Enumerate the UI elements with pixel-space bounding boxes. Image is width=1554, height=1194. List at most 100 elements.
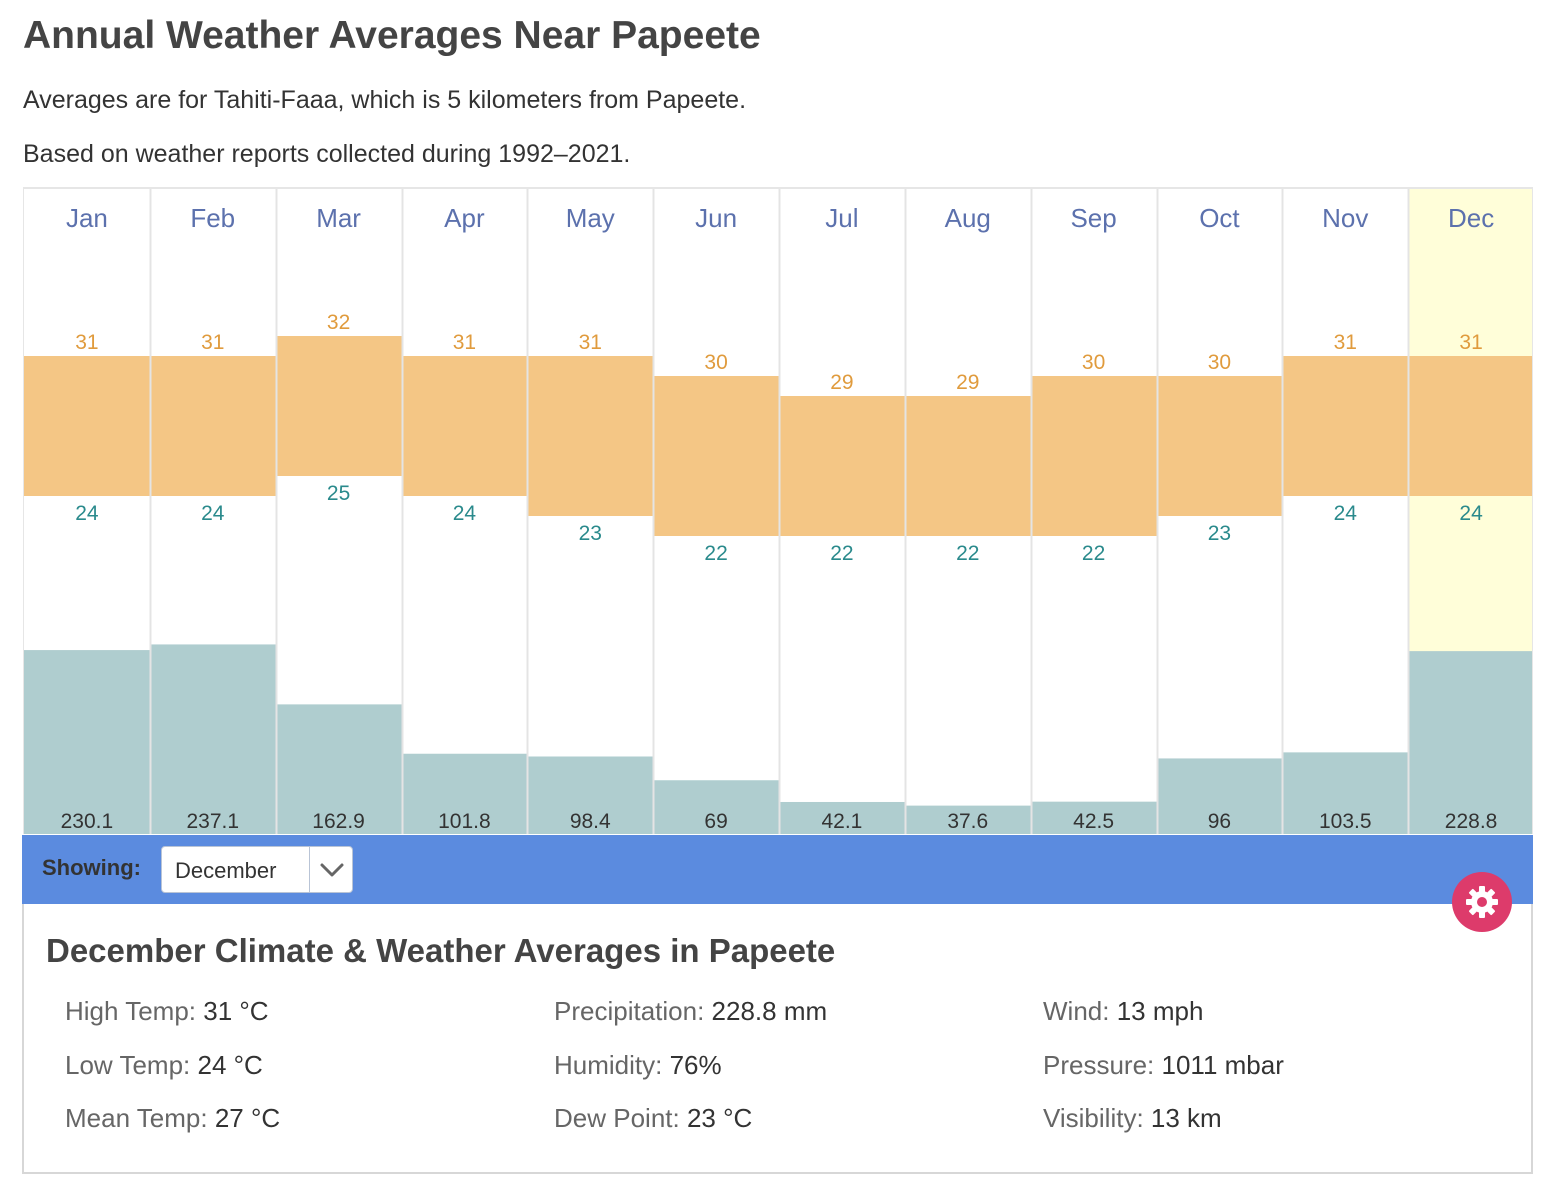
month-label-mar: Mar [316,203,361,233]
precip-value-apr: 101.8 [438,810,491,833]
low-temp-label-may: 23 [579,522,602,545]
mean-temp-value: 27 °C [214,1103,281,1133]
low-temp-label-apr: 24 [453,502,477,525]
gear-icon [1466,886,1498,918]
low-temp-label-jul: 22 [830,542,853,565]
temp-range-bar-may [527,356,654,516]
high-temp-label-apr: 31 [453,331,476,354]
high-temp-label-mar: 32 [327,311,350,334]
dew-point-stat: Dew Point: 23 °C [554,1103,752,1134]
precip-value-dec: 228.8 [1445,810,1498,833]
annual-weather-chart: Jan 31 24 230.1 Feb 31 24 237.1 Mar 32 25 162.9 Apr 3… [23,187,1533,834]
precip-value-sep: 42.5 [1073,810,1114,833]
mean-temp-label: Mean Temp: [65,1103,208,1133]
precip-bar-may [527,756,654,834]
high-temp-stat: High Temp: 31 °C [65,996,269,1027]
wind-value: 13 mph [1116,996,1204,1026]
precip-bar-mar [275,704,402,834]
low-temp-label-feb: 24 [201,502,225,525]
humidity-label: Humidity: [554,1050,663,1080]
precip-value-oct: 96 [1208,810,1231,833]
high-temp-label-aug: 29 [956,371,979,394]
low-temp-label-oct: 23 [1208,522,1231,545]
month-label-jul: Jul [825,203,858,233]
precip-bar-nov [1282,752,1409,834]
month-selector-bar: Showing: December [22,835,1533,904]
settings-button[interactable] [1452,872,1512,932]
high-temp-label-sep: 30 [1082,351,1105,374]
high-temp-label-feb: 31 [201,331,224,354]
low-temp-label-jan: 24 [75,502,99,525]
high-temp-label-jul: 29 [830,371,853,394]
month-select-value: December [175,858,277,883]
precip-bar-jan [24,650,150,834]
month-label-may: May [566,203,615,233]
low-temp-label: Low Temp: [65,1050,191,1080]
visibility-label: Visibility: [1043,1103,1144,1133]
high-temp-label: High Temp: [65,996,197,1026]
high-temp-value: 31 °C [203,996,269,1026]
showing-label: Showing: [42,855,141,880]
precip-bar-oct [1156,758,1283,834]
month-select[interactable]: December [161,846,353,893]
low-temp-label-sep: 22 [1082,542,1105,565]
select-divider [309,847,310,892]
precip-value-aug: 37.6 [947,810,988,833]
chevron-down-icon[interactable] [314,857,350,883]
dew-point-value: 23 °C [686,1103,753,1133]
high-temp-label-jun: 30 [704,351,727,374]
precipitation-label: Precipitation: [554,996,705,1026]
temp-range-bar-mar [275,336,402,476]
precip-value-feb: 237.1 [186,810,239,833]
temp-range-bar-sep [1030,376,1157,536]
temp-range-bar-feb [149,356,276,496]
mean-temp-stat: Mean Temp: 27 °C [65,1103,280,1134]
precip-bar-apr [401,753,528,834]
precip-value-nov: 103.5 [1319,810,1372,833]
visibility-value: 13 km [1150,1103,1222,1133]
precip-bar-feb [149,644,276,834]
precip-bar-jun [653,780,779,834]
pressure-stat: Pressure: 1011 mbar [1043,1050,1284,1081]
high-temp-label-dec: 31 [1459,331,1482,354]
pressure-label: Pressure: [1043,1050,1155,1080]
precip-bar-aug [904,805,1031,834]
wind-stat: Wind: 13 mph [1043,996,1203,1027]
temp-range-bar-apr [401,356,528,496]
temp-range-bar-aug [904,396,1031,536]
chart-svg: Jan 31 24 230.1 Feb 31 24 237.1 Mar 32 25 162.9 Apr 3… [24,189,1532,834]
low-temp-stat: Low Temp: 24 °C [65,1050,263,1081]
low-temp-label-nov: 24 [1334,502,1358,525]
details-title: December Climate & Weather Averages in P… [46,932,836,969]
low-temp-label-jun: 22 [704,542,727,565]
temp-range-bar-nov [1282,356,1409,496]
precipitation-value: 228.8 mm [711,996,828,1026]
month-label-jan: Jan [66,203,108,233]
page-title: Annual Weather Averages Near Papeete [23,14,761,57]
month-label-jun: Jun [695,203,737,233]
precip-bar-sep [1030,801,1157,834]
month-label-apr: Apr [444,203,485,233]
temp-range-bar-jun [653,376,779,536]
precip-value-mar: 162.9 [312,810,365,833]
high-temp-label-may: 31 [579,331,602,354]
low-temp-label-dec: 24 [1459,502,1483,525]
temp-range-bar-jan [24,356,150,496]
low-temp-label-aug: 22 [956,542,979,565]
precipitation-stat: Precipitation: 228.8 mm [554,996,827,1027]
low-temp-value: 24 °C [197,1050,263,1080]
month-label-feb: Feb [190,203,235,233]
precip-value-jan: 230.1 [61,810,114,833]
humidity-stat: Humidity: 76% [554,1050,722,1081]
dew-point-label: Dew Point: [554,1103,680,1133]
high-temp-label-nov: 31 [1334,331,1357,354]
location-note: Averages are for Tahiti-Faaa, which is 5… [23,86,747,114]
temp-range-bar-dec [1408,356,1532,496]
month-label-nov: Nov [1322,203,1368,233]
month-details-panel: December Climate & Weather Averages in P… [22,904,1533,1174]
data-period-note: Based on weather reports collected durin… [23,140,631,168]
precip-bar-dec [1408,651,1532,834]
month-label-dec: Dec [1448,203,1494,233]
precip-value-may: 98.4 [570,810,611,833]
month-label-sep: Sep [1070,203,1116,233]
